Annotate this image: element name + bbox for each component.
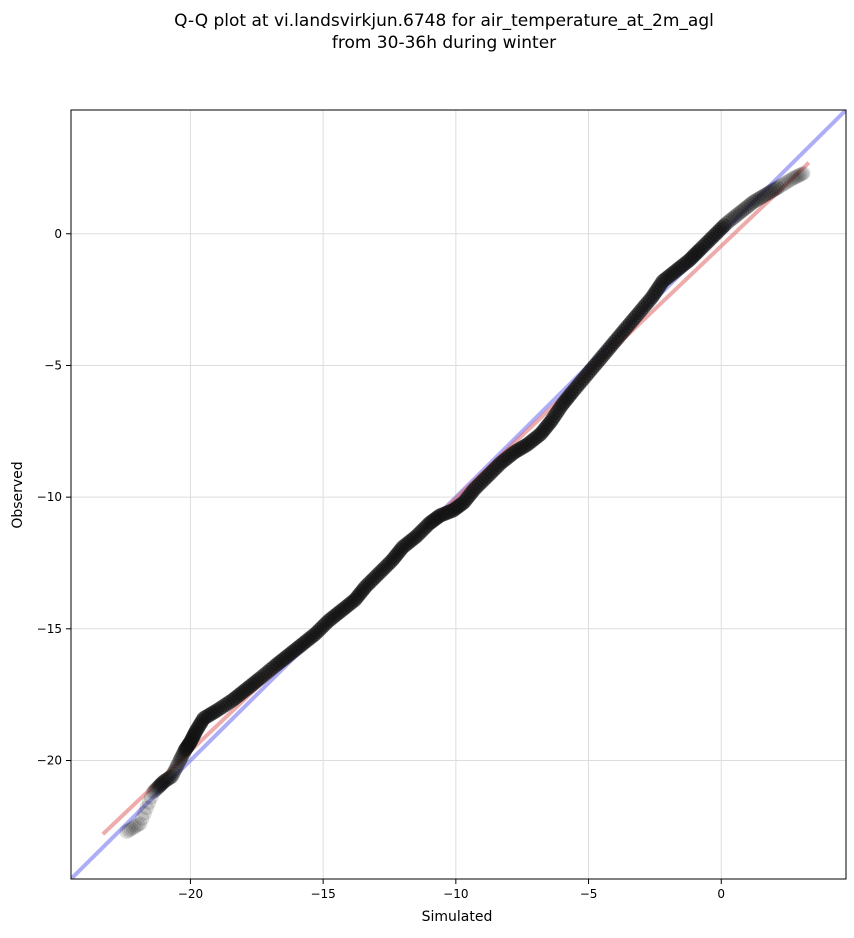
quantile-point: [765, 183, 781, 198]
quantile-point: [774, 177, 790, 193]
quantile-point: [153, 776, 169, 792]
quantile-point: [171, 755, 186, 771]
quantile-point: [734, 203, 750, 219]
quantile-point: [169, 758, 185, 774]
quantile-point: [139, 800, 154, 816]
quantile-point: [147, 783, 163, 798]
quantile-point: [137, 805, 152, 821]
quantile-point: [157, 773, 173, 788]
quantile-point: [149, 781, 165, 796]
y-tick-label: −5: [44, 358, 62, 372]
y-axis-ticks: 0 −5 −10 −15 −20: [37, 227, 71, 767]
y-tick-label: −20: [37, 753, 62, 767]
quantile-point: [164, 768, 180, 784]
quantile-point: [121, 822, 137, 838]
fit-line: [101, 161, 811, 836]
quantile-point: [772, 179, 787, 194]
quantile-point: [748, 193, 763, 209]
quantile-point: [790, 168, 806, 184]
quantile-point: [150, 780, 166, 796]
quantile-point: [783, 172, 799, 188]
quantile-point: [743, 196, 759, 212]
quantile-point: [739, 200, 754, 215]
quantile-point: [132, 816, 148, 831]
quantile-point: [796, 166, 811, 181]
quantile-point: [785, 171, 801, 186]
quantile-point: [154, 776, 170, 791]
quantile-point: [167, 763, 182, 779]
quantile-point: [128, 819, 143, 834]
quantile-point: [156, 774, 172, 789]
quantile-point: [141, 795, 157, 810]
x-axis-ticks: −20 −15 −10 −5 0: [178, 879, 725, 901]
quantile-point: [161, 770, 177, 786]
x-tick-label: −15: [310, 887, 335, 901]
quantile-point: [126, 820, 141, 835]
chart-title-line-1: Q-Q plot at vi.landsvirkjun.6748 for air…: [174, 11, 714, 31]
quantile-point: [778, 175, 794, 190]
quantile-point: [721, 214, 737, 229]
quantile-point: [148, 782, 164, 797]
quantile-point: [725, 210, 741, 226]
quantile-point: [160, 771, 176, 787]
quantile-point: [756, 188, 772, 203]
quantile-point: [152, 778, 167, 794]
quantile-point: [728, 208, 743, 224]
grid: [71, 110, 846, 879]
quantile-point: [770, 180, 785, 195]
quantile-point: [794, 166, 810, 182]
quantile-point: [761, 185, 776, 201]
quantile-point: [119, 824, 135, 839]
x-tick-label: −10: [443, 887, 468, 901]
quantile-point: [732, 205, 748, 221]
x-tick-label: −5: [580, 887, 598, 901]
quantile-point: [165, 766, 181, 781]
quantile-point: [750, 192, 765, 207]
y-tick-label: −10: [37, 490, 62, 504]
quantile-point: [151, 779, 166, 795]
quantile-point: [736, 201, 752, 217]
x-tick-label: −20: [178, 887, 203, 901]
quantile-point: [717, 218, 732, 233]
quantile-points: [119, 166, 811, 839]
quantile-point: [789, 169, 804, 185]
quantile-point: [763, 184, 779, 199]
quantile-point: [759, 186, 774, 202]
y-axis-label: Observed: [10, 461, 26, 528]
quantile-point: [155, 775, 171, 790]
x-axis-label: Simulated: [422, 909, 493, 925]
quantile-point: [145, 784, 161, 800]
y-tick-label: 0: [54, 227, 62, 241]
quantile-point: [163, 769, 178, 785]
quantile-point: [741, 198, 756, 213]
quantile-point: [134, 811, 150, 826]
quantile-point: [719, 215, 734, 231]
quantile-point: [745, 194, 761, 210]
quantile-point: [767, 181, 783, 197]
quantile-point: [146, 783, 162, 799]
quantile-point: [781, 173, 796, 189]
quantile-point: [792, 167, 808, 183]
quantile-point: [130, 817, 146, 833]
quantile-point: [168, 761, 184, 776]
x-tick-label: 0: [717, 887, 725, 901]
quantile-point: [754, 189, 770, 205]
quantile-point: [752, 190, 768, 206]
plot-frame: [70, 109, 847, 880]
y-tick-label: −15: [37, 622, 62, 636]
quantile-point: [723, 212, 739, 228]
quantile-point: [143, 790, 159, 805]
quantile-point: [153, 777, 168, 793]
quantile-point: [776, 176, 792, 192]
quantile-point: [730, 207, 745, 222]
quantile-point: [787, 170, 802, 185]
chart-title-line-2: from 30-36h during winter: [332, 33, 556, 53]
quantile-point: [123, 821, 139, 837]
quantile-point: [159, 772, 174, 788]
